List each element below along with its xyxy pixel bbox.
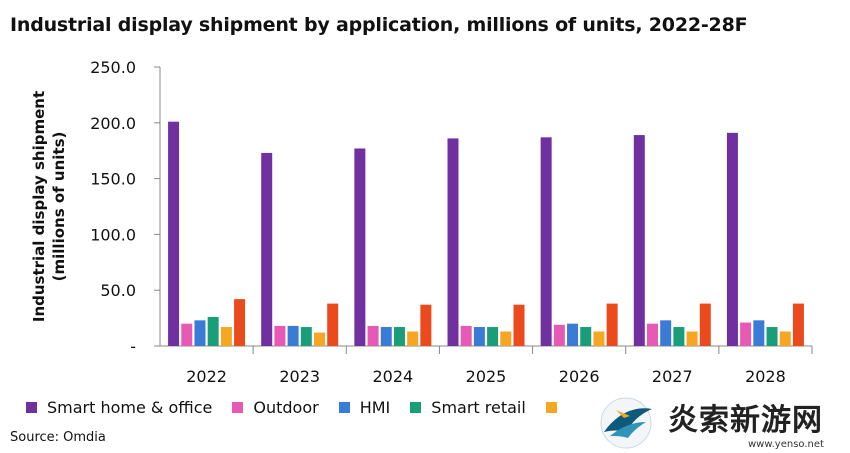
watermark-site-url: www.yenso.net — [748, 439, 824, 450]
bar — [580, 327, 592, 346]
watermark-site-name: 炎索新游网 — [668, 403, 823, 438]
bar — [407, 331, 419, 346]
bar — [460, 325, 472, 346]
bar — [168, 121, 180, 347]
legend-swatch — [26, 402, 37, 413]
legend-label: Smart home & office — [47, 398, 213, 417]
y-tick-label: 100.0 — [90, 225, 136, 244]
bar — [606, 303, 618, 346]
legend-label: HMI — [359, 398, 391, 417]
bar — [207, 316, 219, 346]
bar — [513, 304, 525, 346]
bar — [673, 327, 685, 346]
bar — [686, 331, 698, 346]
source-note: Source: Omdia — [10, 430, 106, 445]
bar — [220, 327, 232, 346]
chart-title: Industrial display shipment by applicati… — [10, 14, 748, 36]
bar — [194, 320, 206, 346]
x-tick-label: 2026 — [559, 367, 600, 386]
bar — [740, 322, 752, 346]
x-tick-label: 2022 — [186, 367, 227, 386]
legend-swatch — [338, 402, 350, 413]
bar — [779, 331, 791, 346]
legend-label: Smart retail — [431, 398, 526, 417]
bar — [766, 327, 778, 346]
y-axis-label-line: (millions of units) — [50, 132, 68, 282]
bar — [380, 327, 392, 346]
x-tick-label: 2024 — [372, 367, 413, 386]
bar — [393, 327, 405, 346]
bar — [447, 138, 459, 346]
bar — [553, 324, 565, 346]
x-tick-label: 2027 — [652, 367, 693, 386]
legend-swatch — [545, 402, 557, 413]
legend-item: Smart retail — [410, 398, 526, 417]
y-tick-label: 200.0 — [90, 114, 136, 133]
bar — [367, 325, 379, 346]
legend-item: HMI — [338, 398, 391, 417]
bar — [699, 303, 711, 346]
bar — [567, 323, 579, 346]
site-watermark-logo: 炎索新游网 www.yenso.net — [596, 392, 850, 453]
legend-item: Outdoor — [232, 398, 319, 417]
legend-item: Smart home & office — [26, 398, 212, 417]
y-axis-label-line: Industrial display shipment — [30, 91, 48, 322]
bar — [181, 323, 193, 346]
x-tick-label: 2028 — [745, 367, 786, 386]
chart-legend: Smart home & office Outdoor HMI Smart retai… — [26, 398, 587, 417]
bar — [792, 303, 804, 346]
bar — [473, 327, 485, 346]
bar — [314, 332, 326, 346]
legend-swatch — [232, 402, 244, 413]
bar — [487, 327, 499, 346]
bar — [500, 331, 512, 346]
bar — [300, 327, 312, 346]
bar — [274, 325, 286, 346]
y-tick-label: 50.0 — [100, 281, 136, 300]
x-tick-label: 2023 — [279, 367, 320, 386]
y-axis-label: Industrial display shipment (millions of … — [30, 91, 68, 322]
bar — [540, 137, 552, 346]
bar — [726, 132, 738, 346]
y-tick-label: 250.0 — [90, 58, 136, 77]
y-tick-label: - — [130, 337, 136, 356]
bar — [287, 325, 299, 346]
bar — [354, 148, 366, 346]
bar — [660, 320, 672, 346]
bar — [753, 320, 765, 346]
y-tick-label: 150.0 — [90, 170, 136, 189]
bar — [593, 331, 605, 346]
bar — [234, 299, 246, 346]
bar — [327, 303, 339, 346]
bar — [646, 323, 658, 346]
x-tick-label: 2025 — [466, 367, 507, 386]
bird-icon — [600, 397, 652, 449]
bar — [420, 304, 432, 346]
legend-swatch — [410, 402, 422, 413]
legend-label: Outdoor — [253, 398, 319, 417]
legend-item — [545, 402, 567, 413]
bar — [261, 152, 273, 346]
bar — [633, 135, 645, 346]
